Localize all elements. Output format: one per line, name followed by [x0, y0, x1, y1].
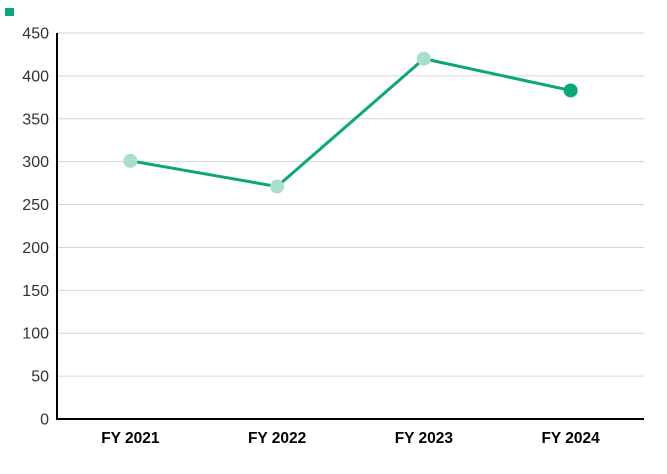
y-tick-label: 300: [22, 154, 49, 171]
y-tick-label: 150: [22, 283, 49, 300]
x-tick-label: FY 2022: [248, 430, 306, 447]
data-point-fy-2023[interactable]: [416, 51, 431, 66]
series-color-chip[interactable]: [5, 8, 14, 16]
y-tick-label: 350: [22, 111, 49, 128]
y-tick-label: 450: [22, 26, 49, 43]
series-line: [128, 57, 573, 189]
x-tick-label: FY 2024: [541, 430, 600, 447]
y-tick-label: 50: [31, 369, 49, 386]
y-tick-label: 400: [22, 68, 49, 85]
y-tick-label: 100: [22, 326, 49, 343]
y-tick-label: 0: [40, 412, 49, 429]
data-point-fy-2022[interactable]: [270, 179, 285, 194]
y-tick-label: 200: [22, 240, 49, 257]
data-point-fy-2021[interactable]: [123, 153, 138, 168]
data-point-fy-2024[interactable]: [563, 83, 578, 98]
y-tick-label: 250: [22, 197, 49, 214]
x-tick-label: FY 2021: [101, 430, 160, 447]
x-tick-label: FY 2023: [395, 430, 454, 447]
